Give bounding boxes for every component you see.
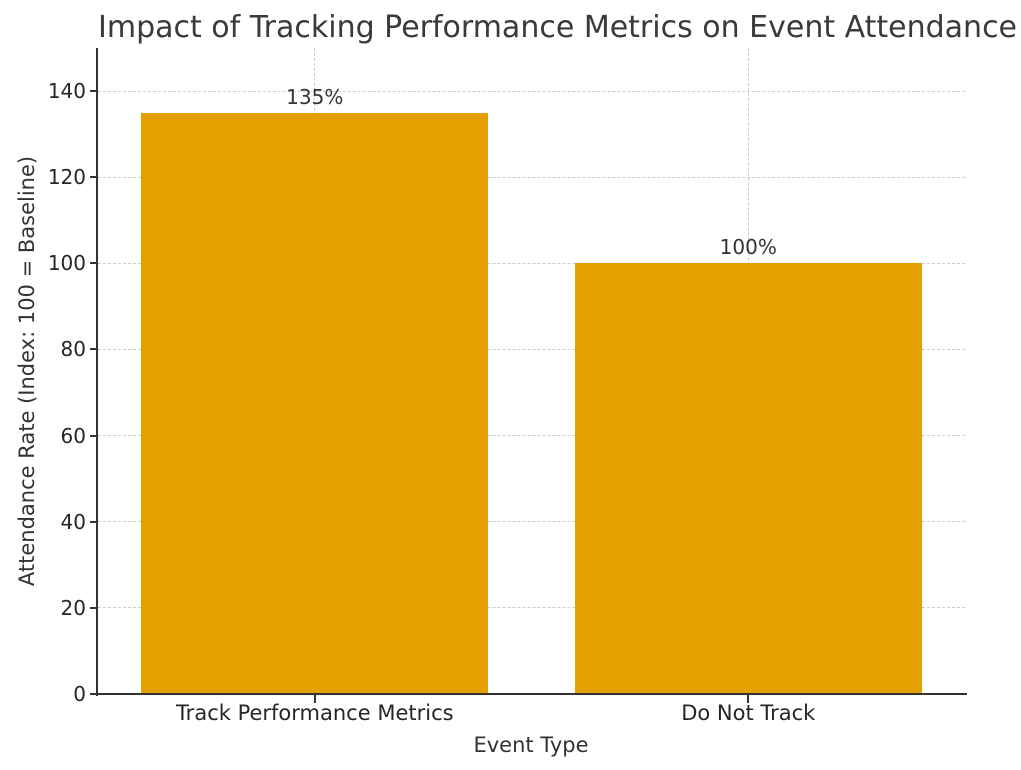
y-tick-label: 0 bbox=[73, 682, 86, 706]
y-tick-label: 120 bbox=[47, 165, 86, 190]
bar bbox=[141, 112, 488, 694]
x-axis-label: Event Type bbox=[473, 733, 589, 757]
y-tick-mark bbox=[90, 520, 98, 523]
gridline-y bbox=[98, 90, 965, 92]
bar bbox=[575, 263, 922, 694]
gridline-y bbox=[98, 607, 965, 609]
x-tick-label: Do Not Track bbox=[681, 701, 816, 725]
y-tick-label: 40 bbox=[60, 509, 86, 534]
gridline-y bbox=[98, 176, 965, 178]
y-tick-label: 60 bbox=[60, 423, 86, 448]
y-tick-mark bbox=[90, 606, 98, 609]
y-tick-label: 80 bbox=[60, 337, 86, 362]
gridline-y bbox=[98, 435, 965, 437]
x-tick-mark bbox=[313, 695, 316, 703]
y-tick-label: 20 bbox=[60, 595, 86, 620]
x-axis-spine bbox=[96, 693, 967, 695]
chart-title: Impact of Tracking Performance Metrics o… bbox=[98, 10, 1018, 45]
gridline-y bbox=[98, 262, 965, 264]
y-tick-mark bbox=[90, 262, 98, 265]
gridline-y bbox=[98, 348, 965, 350]
y-tick-mark bbox=[90, 693, 98, 695]
y-tick-label: 140 bbox=[47, 79, 86, 104]
y-axis-spine bbox=[96, 48, 98, 696]
bar-value-label: 135% bbox=[286, 84, 344, 109]
gridline-y bbox=[98, 521, 965, 523]
x-tick-mark bbox=[747, 695, 750, 703]
y-tick-mark bbox=[90, 434, 98, 437]
y-tick-mark bbox=[90, 348, 98, 351]
y-tick-mark bbox=[90, 176, 98, 179]
x-tick-label: Track Performance Metrics bbox=[175, 701, 454, 725]
bar-value-label: 100% bbox=[719, 235, 777, 260]
y-tick-mark bbox=[90, 90, 98, 93]
y-tick-label: 100 bbox=[47, 251, 86, 276]
